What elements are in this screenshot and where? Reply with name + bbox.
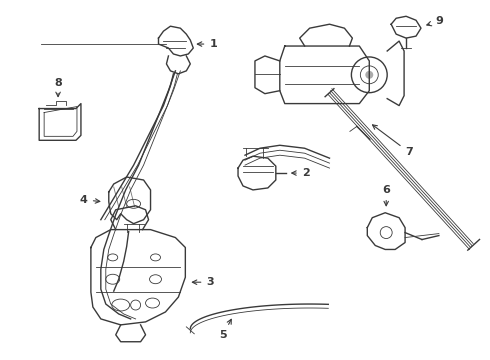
Text: 2: 2: [292, 168, 310, 178]
Ellipse shape: [106, 274, 120, 284]
Text: 3: 3: [193, 277, 214, 287]
Text: 8: 8: [54, 78, 62, 96]
Circle shape: [366, 71, 373, 79]
Text: 7: 7: [372, 125, 413, 157]
Ellipse shape: [149, 275, 162, 284]
Ellipse shape: [150, 254, 161, 261]
Text: 5: 5: [220, 319, 231, 339]
Ellipse shape: [112, 299, 130, 311]
Ellipse shape: [127, 199, 141, 208]
Text: 6: 6: [382, 185, 390, 206]
Text: 4: 4: [80, 195, 100, 205]
Text: 9: 9: [427, 16, 443, 26]
Text: 1: 1: [197, 39, 217, 49]
Ellipse shape: [108, 254, 118, 261]
Ellipse shape: [146, 298, 159, 308]
